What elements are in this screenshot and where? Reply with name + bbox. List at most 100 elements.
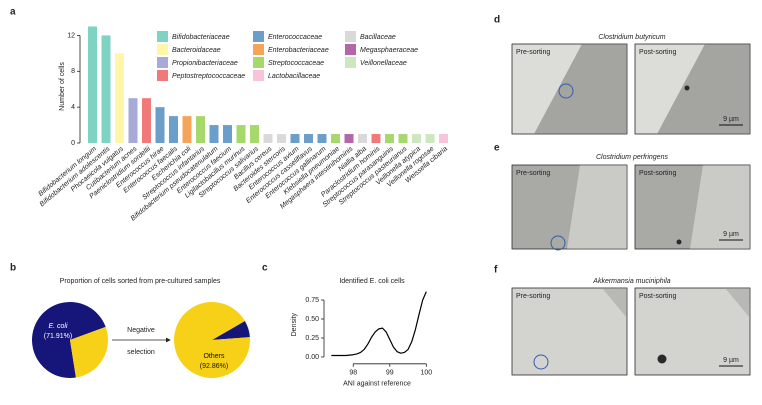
micrograph [511, 287, 628, 376]
cell-region [657, 44, 750, 134]
legend-label: Veillonellaceae [360, 60, 407, 67]
y-tick-label: 4 [71, 104, 75, 111]
micrograph-border [634, 164, 751, 250]
legend-swatch [345, 57, 356, 68]
panel-label: b [10, 263, 16, 274]
legend-swatch [253, 44, 264, 55]
legend-label: Lactobacillaceae [268, 73, 320, 80]
bar [425, 134, 435, 143]
legend-swatch [253, 70, 264, 81]
slice-label: E. coli [48, 323, 68, 330]
y-tick-label: 0 [71, 140, 75, 147]
bar [290, 134, 300, 143]
legend-label: Bacillaceae [360, 34, 396, 41]
micrograph-border [634, 43, 751, 135]
bar [439, 134, 448, 143]
legend-label: Propionibacteriaceae [172, 60, 238, 67]
legend-label: Peptostreptococcaceae [172, 73, 245, 80]
x-tick-label: 99 [386, 370, 394, 377]
slice-value: (92.86%) [200, 363, 228, 370]
sorting-label: Post-sorting [639, 49, 676, 56]
bar [115, 53, 124, 143]
sorted-cell [676, 239, 682, 245]
legend-swatch [157, 57, 168, 68]
bar [344, 134, 354, 143]
bar [223, 125, 232, 143]
sorted-cell [657, 354, 667, 364]
species-title: Clostridium perfringens [596, 154, 668, 161]
pie-slice [70, 326, 108, 378]
target-circle [558, 83, 574, 99]
legend-label: Enterococcaceae [268, 34, 322, 41]
annotation: Negative [127, 327, 155, 334]
legend-label: Bifidobacteriaceae [172, 34, 230, 41]
scale-label: 9 µm [723, 231, 739, 238]
y-tick-label: 0.00 [305, 354, 319, 361]
legend-swatch [157, 70, 168, 81]
bar [155, 107, 165, 143]
panel-label: f [494, 265, 498, 276]
chart-title: Identified E. coli cells [339, 278, 405, 285]
bar [182, 116, 192, 143]
pie-slice [174, 302, 250, 379]
cell-region [602, 288, 627, 318]
bar [304, 134, 313, 143]
scale-label: 9 µm [723, 116, 739, 123]
bar [101, 35, 111, 143]
legend-swatch [345, 44, 356, 55]
x-tick-label: 98 [349, 370, 357, 377]
panel-label: a [10, 7, 16, 18]
sorting-label: Post-sorting [639, 293, 676, 300]
legend-label: Megasphaeraceae [360, 47, 418, 54]
legend-swatch [253, 31, 264, 42]
bar [398, 134, 408, 143]
pie-slice [32, 302, 106, 378]
sorted-cell [684, 85, 690, 91]
bar [385, 134, 394, 143]
sorting-label: Pre-sorting [516, 170, 550, 177]
y-tick-label: 0.75 [305, 297, 319, 304]
species-title: Clostridium butyricum [598, 34, 665, 41]
legend-swatch [157, 44, 168, 55]
bar [236, 125, 246, 143]
legend-swatch [157, 31, 168, 42]
x-axis-label: ANI against reference [343, 381, 411, 388]
slice-value: (71.91%) [44, 333, 72, 340]
bar [169, 116, 178, 143]
y-axis-label: Density [291, 313, 298, 337]
legend-swatch [345, 31, 356, 42]
bar [263, 134, 273, 143]
x-tick-label: 100 [421, 370, 433, 377]
panel-label: e [494, 143, 500, 154]
y-tick-label: 0.50 [305, 316, 319, 323]
annotation: selection [127, 349, 155, 356]
bar [358, 134, 367, 143]
bar [128, 98, 138, 143]
target-circle [550, 235, 566, 251]
cell-region [567, 165, 627, 249]
y-tick-label: 0.25 [305, 335, 319, 342]
cell-region [690, 165, 750, 249]
bar [250, 125, 259, 143]
bar [277, 134, 286, 143]
micrograph-border [511, 287, 628, 376]
y-tick-label: 12 [67, 32, 75, 39]
panel-label: c [262, 263, 268, 274]
legend-swatch [253, 57, 264, 68]
slice-label: Others [203, 353, 225, 360]
bar [196, 116, 205, 143]
panel-label: d [494, 15, 500, 26]
cell-region [725, 288, 750, 318]
legend-label: Enterobacteriaceae [268, 47, 329, 54]
bar [88, 26, 97, 143]
density-line [331, 291, 427, 357]
target-circle [533, 354, 549, 370]
chart-title: Proportion of cells sorted from pre-cult… [60, 278, 221, 285]
sorting-label: Pre-sorting [516, 49, 550, 56]
micrograph-border [634, 287, 751, 376]
bar [371, 134, 381, 143]
bar [412, 134, 421, 143]
bar [317, 134, 327, 143]
scale-label: 9 µm [723, 357, 739, 364]
